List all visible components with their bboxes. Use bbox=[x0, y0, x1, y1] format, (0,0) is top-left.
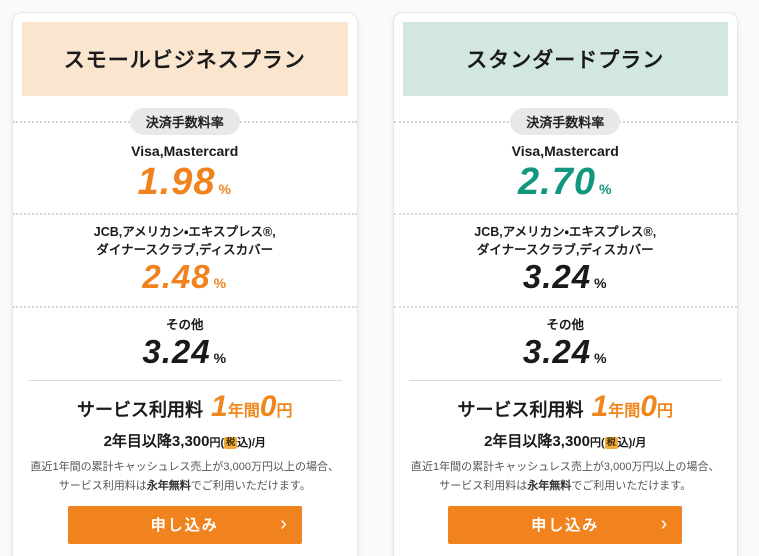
fee-row-other: その他 3.24% bbox=[408, 308, 723, 382]
free-text: 年間 bbox=[227, 403, 260, 421]
free-text: 円 bbox=[656, 403, 673, 421]
percent-sign: % bbox=[599, 180, 613, 197]
fee-rate-badge: 決済手数料率 bbox=[129, 108, 240, 135]
fee-rate-value: 3.24% bbox=[409, 334, 723, 370]
fee-rate-value: 1.98% bbox=[13, 160, 357, 204]
chevron-right-icon: › bbox=[660, 512, 670, 535]
rate-number: 3.24 bbox=[522, 258, 592, 296]
note-line-1: 直近1年間の累計キャッシュレス売上が3,000万円以上の場合、 bbox=[411, 461, 720, 474]
fee-row-other: その他 3.24% bbox=[28, 308, 342, 382]
tax-included-badge: 税 bbox=[604, 437, 618, 450]
card-brands-label: JCB,アメリカン・エキスプレス®, bbox=[93, 225, 276, 240]
fee-rate-value: 2.70% bbox=[394, 160, 738, 204]
rate-number: 3.24 bbox=[142, 333, 211, 371]
plan-header-standard: スタンダードプラン bbox=[402, 22, 728, 96]
free-text: 年間 bbox=[608, 403, 641, 421]
paren: ) bbox=[248, 437, 252, 450]
percent-sign: % bbox=[594, 275, 608, 292]
rate-number: 2.70 bbox=[518, 160, 596, 203]
service-fee-section: サービス利用料 1年間0円 2年目以降3,300円(税込)/月 直近1年間の累計… bbox=[403, 381, 729, 494]
card-brands-label: Visa,Mastercard bbox=[511, 143, 619, 159]
other-brands-label: その他 bbox=[165, 317, 204, 332]
second-year-amount: 2年目以降3,300 bbox=[484, 433, 590, 451]
service-fee-headline: サービス利用料 1年間0円 bbox=[403, 390, 729, 424]
per-month-label: /月 bbox=[251, 437, 266, 450]
tax-included-text: 込 bbox=[617, 437, 629, 450]
rate-number: 1.98 bbox=[137, 160, 216, 203]
apply-button[interactable]: 申し込み › bbox=[67, 505, 302, 544]
apply-button-label: 申し込み bbox=[531, 517, 600, 535]
rate-number: 2.48 bbox=[142, 258, 211, 296]
yen-label: 円 bbox=[209, 437, 221, 450]
note-bold-text: 永年無料 bbox=[527, 479, 572, 492]
free-digit: 0 bbox=[640, 390, 657, 424]
plan-title: スモールビジネスプラン bbox=[63, 49, 306, 72]
apply-button-label: 申し込み bbox=[150, 517, 219, 535]
fee-badge-row: 決済手数料率 bbox=[13, 108, 356, 135]
note-line-1: 直近1年間の累計キャッシュレス売上が3,000万円以上の場合、 bbox=[30, 461, 339, 474]
paren: ( bbox=[600, 437, 605, 450]
percent-sign: % bbox=[213, 275, 228, 292]
second-year-amount: 2年目以降3,300 bbox=[103, 433, 210, 451]
first-year-free: 1年間0円 bbox=[211, 390, 292, 424]
fee-row-visa-mastercard: Visa,Mastercard 2.70% bbox=[393, 133, 738, 216]
paren: ( bbox=[220, 437, 225, 450]
fee-rate-value: 3.24% bbox=[28, 334, 342, 370]
free-text: 円 bbox=[276, 403, 293, 421]
service-fee-section: サービス利用料 1年間0円 2年目以降3,300円(税込)/月 直近1年間の累計… bbox=[22, 381, 348, 494]
fee-row-visa-mastercard: Visa,Mastercard 1.98% bbox=[13, 133, 357, 216]
card-brands-label: JCB,アメリカン・エキスプレス®, bbox=[474, 225, 657, 240]
fee-row-jcb-amex: JCB,アメリカン・エキスプレス®, ダイナースクラブ,ディスカバー 3.24% bbox=[393, 215, 738, 308]
note-line-2: サービス利用料は永年無料でご利用いただけます。 bbox=[403, 477, 729, 495]
empty-footnote-space bbox=[403, 544, 729, 556]
tax-included-badge: 税 bbox=[224, 437, 238, 450]
note-text: でご利用いただけます。 bbox=[571, 479, 692, 492]
fee-rate-value: 3.24% bbox=[394, 259, 738, 295]
apply-button[interactable]: 申し込み › bbox=[448, 505, 683, 544]
card-brands-label: Visa,Mastercard bbox=[131, 143, 239, 159]
card-brands-label: ダイナースクラブ,ディスカバー bbox=[476, 242, 654, 257]
plan-title: スタンダードプラン bbox=[466, 49, 665, 72]
fee-rate-badge: 決済手数料率 bbox=[510, 108, 621, 135]
per-month-label: /月 bbox=[632, 437, 647, 450]
free-digit: 1 bbox=[211, 390, 228, 424]
card-brands-label: ダイナースクラブ,ディスカバー bbox=[96, 242, 274, 257]
tax-included-text: 込 bbox=[237, 437, 249, 450]
note-text: サービス利用料は bbox=[439, 479, 528, 492]
percent-sign: % bbox=[213, 350, 228, 367]
percent-sign: % bbox=[218, 180, 232, 197]
percent-sign: % bbox=[594, 350, 608, 367]
service-fee-headline: サービス利用料 1年間0円 bbox=[22, 390, 348, 424]
note-text: でご利用いただけます。 bbox=[190, 479, 311, 492]
fee-row-jcb-amex: JCB,アメリカン・エキスプレス®, ダイナースクラブ,ディスカバー 2.48% bbox=[13, 215, 357, 308]
fee-badge-row: 決済手数料率 bbox=[393, 108, 737, 135]
chevron-right-icon: › bbox=[280, 512, 289, 535]
service-fee-label: サービス利用料 bbox=[457, 400, 584, 421]
free-digit: 0 bbox=[259, 390, 277, 424]
second-year-fee: 2年目以降3,300円(税込)/月 bbox=[22, 430, 348, 451]
plan-card-standard: スタンダードプラン 決済手数料率 Visa,Mastercard 2.70% J… bbox=[392, 12, 738, 556]
first-year-free: 1年間0円 bbox=[592, 390, 673, 424]
note-text: サービス利用料は bbox=[58, 479, 147, 492]
plan-card-small-business: スモールビジネスプラン 決済手数料率 Visa,Mastercard 1.98%… bbox=[12, 12, 358, 556]
paren: ) bbox=[628, 437, 633, 450]
other-brands-label: その他 bbox=[546, 317, 584, 332]
note-line-2: サービス利用料は永年無料でご利用いただけます。 bbox=[22, 477, 348, 495]
free-digit: 1 bbox=[591, 390, 609, 424]
second-year-fee: 2年目以降3,300円(税込)/月 bbox=[403, 430, 729, 451]
rate-number: 3.24 bbox=[522, 333, 592, 371]
yen-label: 円 bbox=[589, 437, 601, 450]
note-bold-text: 永年無料 bbox=[146, 479, 191, 492]
fee-rate-value: 2.48% bbox=[13, 259, 357, 295]
service-fee-label: サービス利用料 bbox=[77, 400, 204, 421]
plan-header-small-business: スモールビジネスプラン bbox=[22, 22, 348, 96]
sales-condition-note: 直近1年間の累計キャッシュレス売上が3,000万円以上の場合、 サービス利用料は… bbox=[22, 458, 348, 494]
sales-condition-note: 直近1年間の累計キャッシュレス売上が3,000万円以上の場合、 サービス利用料は… bbox=[403, 458, 729, 494]
